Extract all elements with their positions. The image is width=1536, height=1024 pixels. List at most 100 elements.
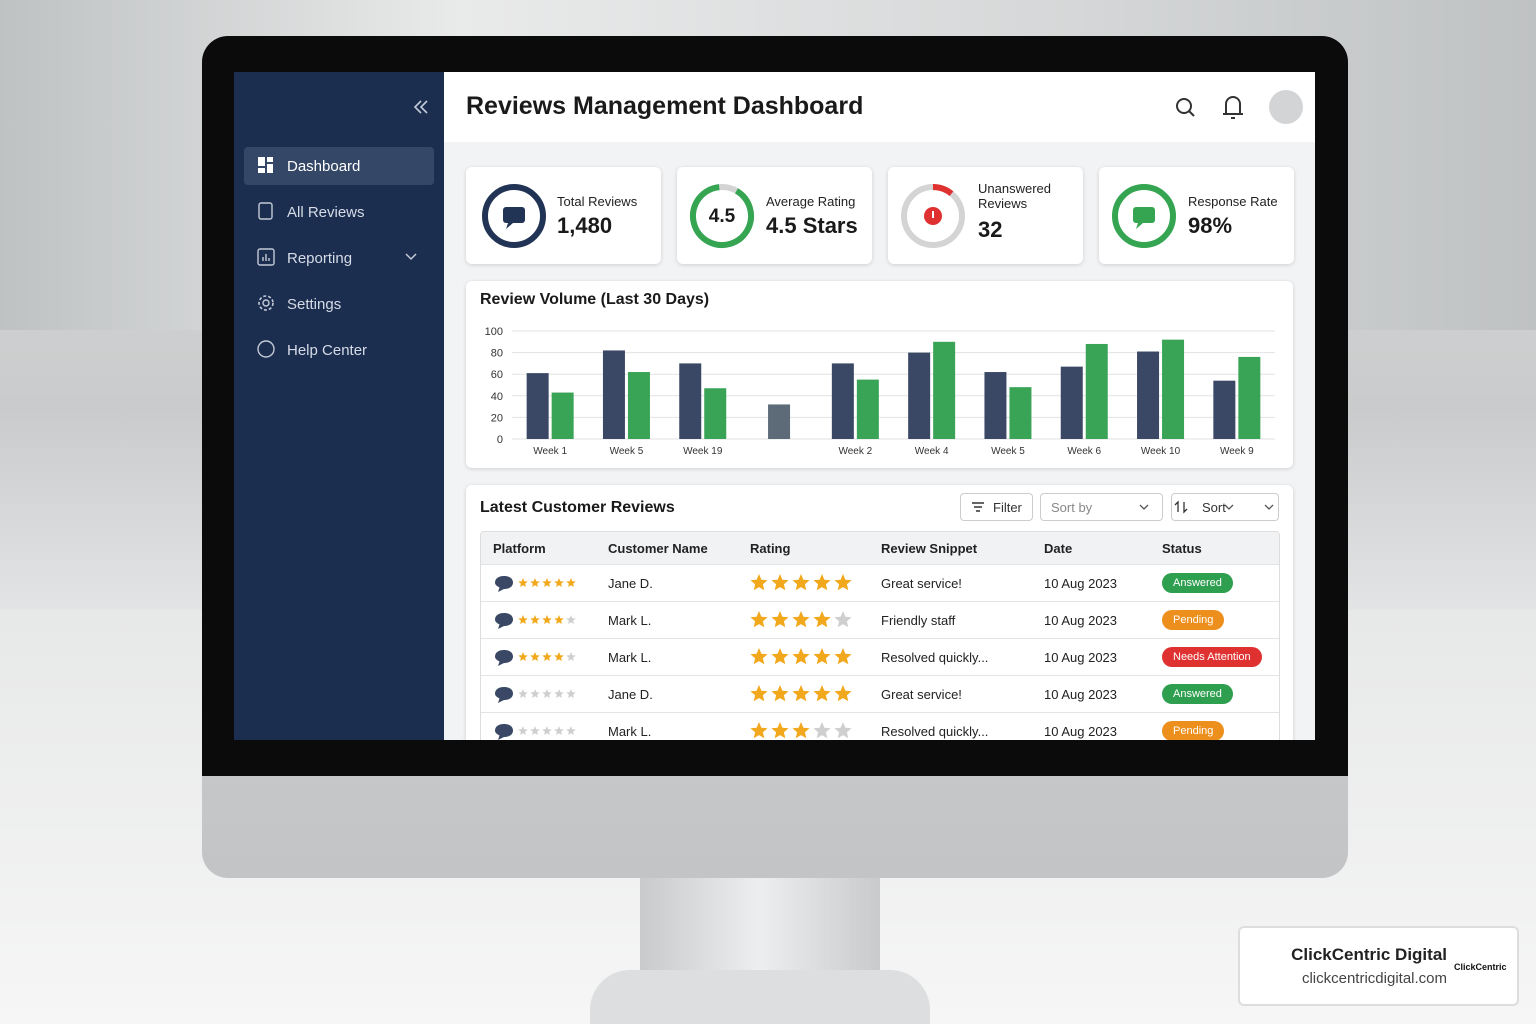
star [566,726,576,735]
star [771,611,789,628]
star [566,689,576,698]
column-header: Rating [738,532,869,565]
star [566,578,576,587]
nav-item[interactable]: Help Center [287,341,368,359]
column-header: Review Snippet [869,532,1032,565]
star [771,574,789,591]
kpi-ring [482,184,546,248]
star [542,726,552,735]
snippet-cell: Resolved quickly... [869,638,1032,676]
column-header: Platform [481,532,596,565]
chart: Review Volume (Last 30 Days) 0 20 40 60 80 10… [480,291,1275,457]
chart-card: Review Volume (Last 30 Days) 0 20 40 60 80 10… [466,281,1293,468]
status-cell: Pending [1150,601,1279,639]
table-row: Mark L. Friendly staff 10 Aug 2023 Pending [481,601,1279,639]
bar [1162,339,1185,439]
column-header: Date [1032,532,1150,565]
status-pill: Pending [1162,610,1225,630]
kpi-card: Response Rate 98% [1099,167,1294,264]
rating-cell [738,564,869,602]
sort-select[interactable]: Sort [1171,493,1279,521]
y-tick-label: 60 [491,369,503,381]
control-icons [972,500,1274,514]
bar [704,388,727,439]
stand [640,870,880,980]
kpi-card: 4.5 Average Rating 4.5 Stars [677,167,872,264]
header-icons[interactable] [1164,86,1304,130]
status-cell: Answered [1150,564,1279,602]
kpi-ring [901,184,965,248]
star [834,685,852,702]
customer-cell: Mark L. [596,712,738,740]
star-rating [518,689,576,698]
bar [831,363,854,439]
star [813,648,831,665]
table-wrap: Platform Customer Name Rating Review Snippe… [480,531,1280,740]
sort-by-select[interactable]: Sort by [1040,493,1163,521]
status-pill: Answered [1162,573,1233,593]
x-tick-label: Week 6 [1067,446,1101,457]
star [518,689,528,698]
rating-cell [738,712,869,740]
rating-cell [738,675,869,713]
branding-card: ClickCentric Digital clickcentricdigital… [1238,926,1519,1006]
star-rating [518,726,576,735]
customer-cell: Mark L. [596,601,738,639]
bar [908,352,931,439]
platform-icon [495,687,513,703]
collapse-icon[interactable] [412,98,430,116]
star [554,578,564,587]
nav-item[interactable]: Dashboard [244,147,434,185]
star [813,611,831,628]
table-title: Latest Customer Reviews [480,499,675,516]
star [554,726,564,735]
star [771,648,789,665]
customer-cell: Mark L. [596,638,738,676]
star [834,574,852,591]
star [813,574,831,591]
status-pill: Answered [1162,684,1233,704]
kpi-card: Unanswered Reviews 32 [888,167,1083,264]
kpi-ring: 4.5 [690,184,754,248]
nav-item[interactable]: Settings [287,295,342,313]
x-tick-label: Week 1 [533,446,567,457]
star [518,615,528,624]
x-tick-label: Week 5 [991,446,1025,457]
platform-cell [481,675,596,713]
star-rating [750,574,852,591]
star [566,652,576,661]
status-pill: Needs Attention [1162,647,1262,667]
y-tick-label: 20 [491,412,503,424]
snippet-cell: Great service! [869,564,1032,602]
stand-base [590,970,930,1024]
date-cell: 10 Aug 2023 [1032,638,1150,676]
star [792,685,810,702]
star-rating [518,652,576,661]
nav-item[interactable]: Reporting [287,249,353,267]
icon-shape [495,576,513,592]
kpi-value: 98% [1188,213,1233,238]
kpi-ring [1112,184,1176,248]
nav-item[interactable]: All Reviews [287,203,365,221]
bar [933,341,956,439]
star [566,615,576,624]
rating-cell [738,601,869,639]
star [518,652,528,661]
x-tick-label: Week 9 [1220,446,1254,457]
table-row: Mark L. Resolved quickly... 10 Aug 2023 Nee… [481,638,1279,676]
star [530,689,540,698]
star [518,726,528,735]
star [771,722,789,739]
platform-cell [481,601,596,639]
star [554,652,564,661]
star-rating [750,685,852,702]
filter-button[interactable]: Filter [960,493,1033,521]
star-rating [518,578,576,587]
star [834,611,852,628]
bar [1009,387,1032,439]
star [554,689,564,698]
kpi-value: 4.5 Stars [766,213,858,238]
rating-cell [738,638,869,676]
bar [1238,356,1261,439]
status-cell: Answered [1150,675,1279,713]
